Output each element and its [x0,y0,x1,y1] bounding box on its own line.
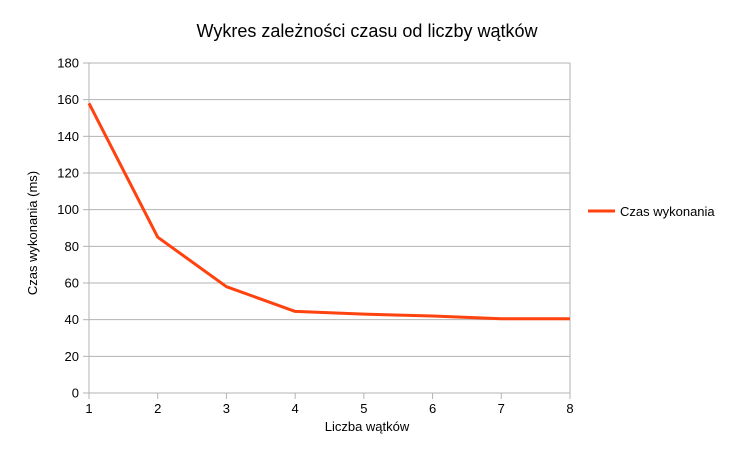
x-tick-label: 6 [429,401,436,416]
y-tick-label: 140 [57,129,79,144]
y-tick-label: 160 [57,92,79,107]
x-tick-label: 7 [498,401,505,416]
y-tick-label: 120 [57,166,79,181]
y-tick-label: 40 [65,312,79,327]
y-tick-label: 80 [65,239,79,254]
x-tick-label: 8 [566,401,573,416]
series-layer [87,102,572,321]
data-point [294,310,297,313]
x-tick-label: 5 [360,401,367,416]
y-tick-label: 60 [65,276,79,291]
y-tick-label: 100 [57,202,79,217]
data-point [362,313,365,316]
y-tick-label: 0 [72,386,79,401]
data-point [156,236,159,239]
x-axis-title: Liczba wątków [325,419,410,434]
x-tick-label: 2 [154,401,161,416]
plot-area-frame [88,62,571,394]
x-tick-label: 4 [292,401,299,416]
data-point [569,317,572,320]
y-tick-label: 20 [65,349,79,364]
x-tick-label: 1 [85,401,92,416]
chart-title: Wykres zależności czasu od liczby wątków [197,21,539,41]
y-axis-ticks: 0 20 40 60 80 100 120 140 160 180 [57,56,89,401]
y-tick-label: 180 [57,56,79,71]
data-point [431,315,434,318]
legend-label-czas-wykonania: Czas wykonania [620,204,715,219]
x-tick-label: 3 [223,401,230,416]
legend: Czas wykonania [588,204,715,219]
data-point [500,317,503,320]
data-point [88,102,91,105]
y-axis-title: Czas wykonania (ms) [25,171,40,295]
x-axis-ticks: 1 2 3 4 5 6 7 8 [85,393,574,416]
series-line-czas-wykonania [87,102,570,321]
data-point [225,285,228,288]
